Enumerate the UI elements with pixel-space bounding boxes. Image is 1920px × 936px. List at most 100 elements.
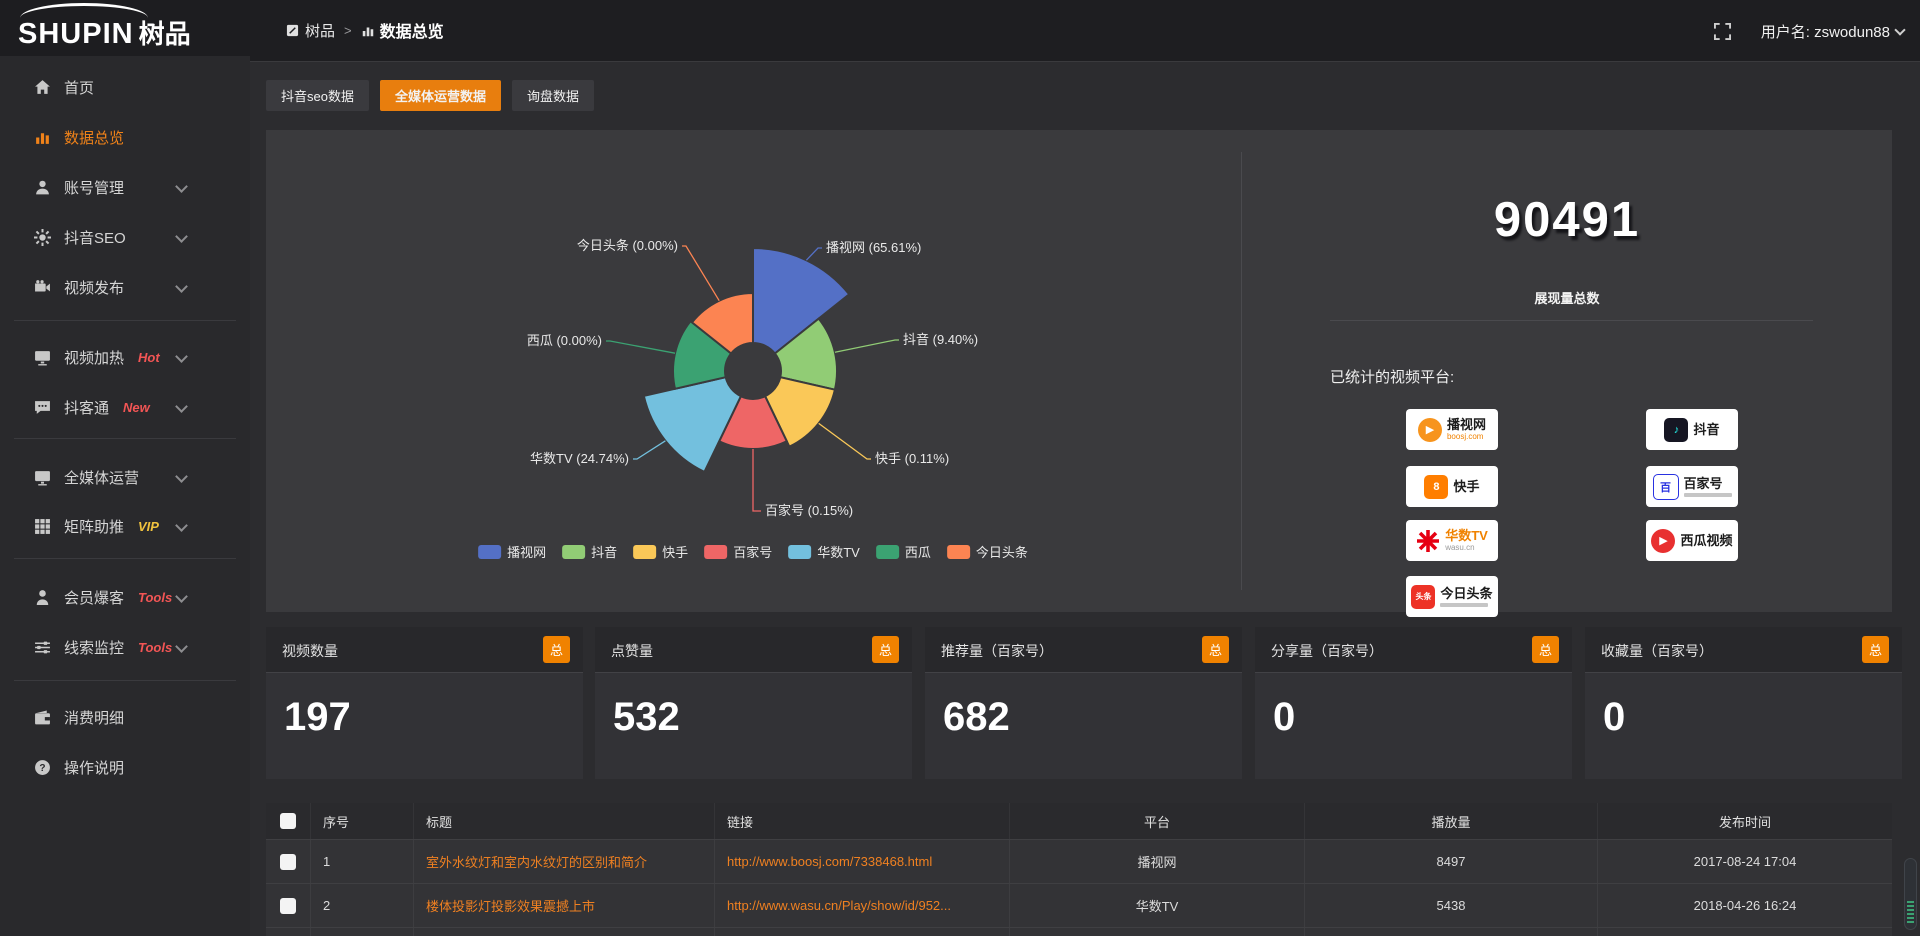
sidebar-item-label: 视频加热	[64, 349, 125, 367]
cell-link	[715, 928, 1010, 936]
legend-label: 西瓜	[904, 545, 931, 560]
sidebar-item-label: 矩阵助推	[64, 518, 125, 536]
pie-slice-label: 快手 (0.11%)	[875, 451, 949, 466]
sidebar-item-label: 抖客通	[64, 399, 110, 417]
sidebar-item-monitor[interactable]: 全媒体运营	[0, 452, 250, 502]
stat-card-title: 分享量（百家号）	[1271, 643, 1383, 659]
sidebar-item-label: 线索监控	[64, 639, 125, 657]
cell-time	[1598, 928, 1892, 936]
total-badge: 总	[1202, 636, 1229, 663]
sidebar-item-video[interactable]: 视频发布	[0, 262, 250, 312]
user-icon	[34, 179, 51, 196]
user-menu[interactable]: 用户名: zswodun88	[1761, 21, 1906, 42]
stat-card-value: 532	[613, 695, 680, 739]
tab-1[interactable]: 抖音seo数据	[266, 80, 369, 111]
stat-card-value: 0	[1273, 695, 1296, 739]
sidebar-item-gear[interactable]: 抖音SEO	[0, 212, 250, 262]
sidebar-item-user[interactable]: 账号管理	[0, 162, 250, 212]
sidebar-item-badge: VIP	[138, 518, 159, 534]
column-header: 标题	[414, 803, 715, 839]
label-line	[633, 440, 666, 460]
legend-item[interactable]: 抖音	[562, 542, 617, 561]
pie-slice[interactable]	[642, 376, 743, 474]
page-icon	[286, 24, 299, 37]
platform-share-chart: 播视网 (65.61%) 抖音 (9.40%) 快手 (0.11%) 百家号 (0.1…	[266, 130, 1241, 612]
stat-card-value: 197	[284, 695, 351, 739]
cell-title-link[interactable]: 室外水纹灯和室内水纹灯的区别和简介	[426, 855, 648, 870]
cell-link-link[interactable]: http://www.boosj.com/7338468.html	[727, 854, 933, 869]
pie-slice-label: 百家号 (0.15%)	[765, 503, 853, 518]
sidebar-item-member[interactable]: 会员爆客 Tools	[0, 572, 250, 622]
stat-card-title: 收藏量（百家号）	[1601, 643, 1713, 659]
burst-logo-icon	[1416, 529, 1440, 553]
tab-3[interactable]: 询盘数据	[511, 80, 594, 111]
scrollbar-thumb[interactable]	[1904, 858, 1917, 930]
chart-legend: 播视网 抖音 快手 百家号 华数TV 西瓜 今日头条	[478, 542, 1028, 561]
logo-arc-decoration	[20, 3, 148, 18]
cell-link: http://www.boosj.com/7338468.html	[715, 840, 1010, 883]
sidebar-item-question[interactable]: ? 操作说明	[0, 742, 250, 792]
cell-platform: 华数TV	[1010, 884, 1305, 927]
platform-name: 西瓜视频	[1680, 533, 1733, 548]
question-icon: ?	[34, 759, 51, 776]
sidebar: SHUPIN 树品 首页 数据总览 账号管理 抖音SEO 视频发布 视频加热 Hot 抖客通 Ne…	[0, 0, 250, 936]
legend-item[interactable]: 百家号	[704, 542, 772, 561]
chart-icon	[34, 129, 51, 146]
pie-slice-label: 西瓜 (0.00%)	[527, 333, 602, 348]
legend-label: 播视网	[507, 545, 547, 560]
video-icon	[34, 279, 51, 296]
sidebar-item-chart[interactable]: 数据总览	[0, 112, 250, 162]
legend-label: 抖音	[591, 545, 618, 560]
note-logo-icon: ♪	[1664, 417, 1689, 442]
chevron-down-icon	[1894, 23, 1906, 36]
legend-color-chip	[875, 544, 899, 559]
breadcrumb-current: 数据总览	[361, 18, 444, 42]
total-badge: 总	[1532, 636, 1559, 663]
sidebar-item-heat[interactable]: 视频加热 Hot	[0, 332, 250, 382]
platform-sub-decoration	[1683, 492, 1732, 497]
summary-divider	[1330, 320, 1813, 321]
chevron-down-icon	[175, 280, 188, 293]
breadcrumb-separator: >	[344, 22, 352, 38]
legend-item[interactable]: 今日头条	[946, 542, 1028, 561]
breadcrumb-root[interactable]: 树品	[286, 20, 335, 41]
platform-badge-play: ▶ 西瓜视频	[1646, 520, 1738, 561]
total-impressions-label: 展现量总数	[1534, 291, 1600, 306]
row-checkbox[interactable]	[280, 853, 296, 870]
label-line	[682, 245, 720, 302]
tab-2[interactable]: 全媒体运营数据	[379, 80, 501, 111]
total-badge: 总	[872, 636, 899, 663]
sidebar-item-label: 抖音SEO	[64, 229, 126, 247]
legend-color-chip	[633, 544, 657, 559]
platform-name: 抖音	[1693, 422, 1720, 437]
sidebar-item-chat[interactable]: 抖客通 New	[0, 382, 250, 432]
legend-item[interactable]: 快手	[633, 542, 688, 561]
rose-pie-chart: 播视网 (65.61%) 抖音 (9.40%) 快手 (0.11%) 百家号 (0.1…	[527, 238, 978, 518]
stat-card: 推荐量（百家号） 总 682	[925, 627, 1242, 779]
column-header: 序号	[311, 803, 414, 839]
legend-item[interactable]: 华数TV	[788, 542, 860, 561]
pie-slice-label: 抖音 (9.40%)	[903, 332, 978, 347]
cell-title-link[interactable]: 楼体投影灯投影效果震撼上市	[426, 899, 596, 914]
row-checkbox[interactable]	[280, 897, 296, 914]
column-header: 发布时间	[1718, 814, 1771, 830]
logo-latin-text: SHUPIN	[18, 18, 134, 50]
platform-name: 百家号	[1683, 475, 1723, 491]
sidebar-item-home[interactable]: 首页	[0, 62, 250, 112]
sliders-icon	[34, 639, 51, 656]
pie-slice[interactable]	[752, 246, 851, 355]
total-impressions-value: 90491	[1493, 193, 1641, 247]
monitor-icon	[34, 469, 51, 486]
select-all-checkbox[interactable]	[280, 813, 296, 829]
chevron-down-icon	[175, 230, 188, 243]
sidebar-item-grid[interactable]: 矩阵助推 VIP	[0, 501, 250, 551]
sidebar-item-sliders[interactable]: 线索监控 Tools	[0, 622, 250, 672]
legend-item[interactable]: 播视网	[478, 542, 546, 561]
cell-link-link[interactable]: http://www.wasu.cn/Play/show/id/952...	[727, 898, 951, 913]
column-header: 播放量	[1305, 803, 1598, 839]
fullscreen-icon[interactable]	[1713, 22, 1731, 40]
legend-item[interactable]: 西瓜	[875, 542, 931, 561]
sidebar-divider	[14, 558, 236, 559]
sidebar-item-wallet[interactable]: 消费明细	[0, 692, 250, 742]
